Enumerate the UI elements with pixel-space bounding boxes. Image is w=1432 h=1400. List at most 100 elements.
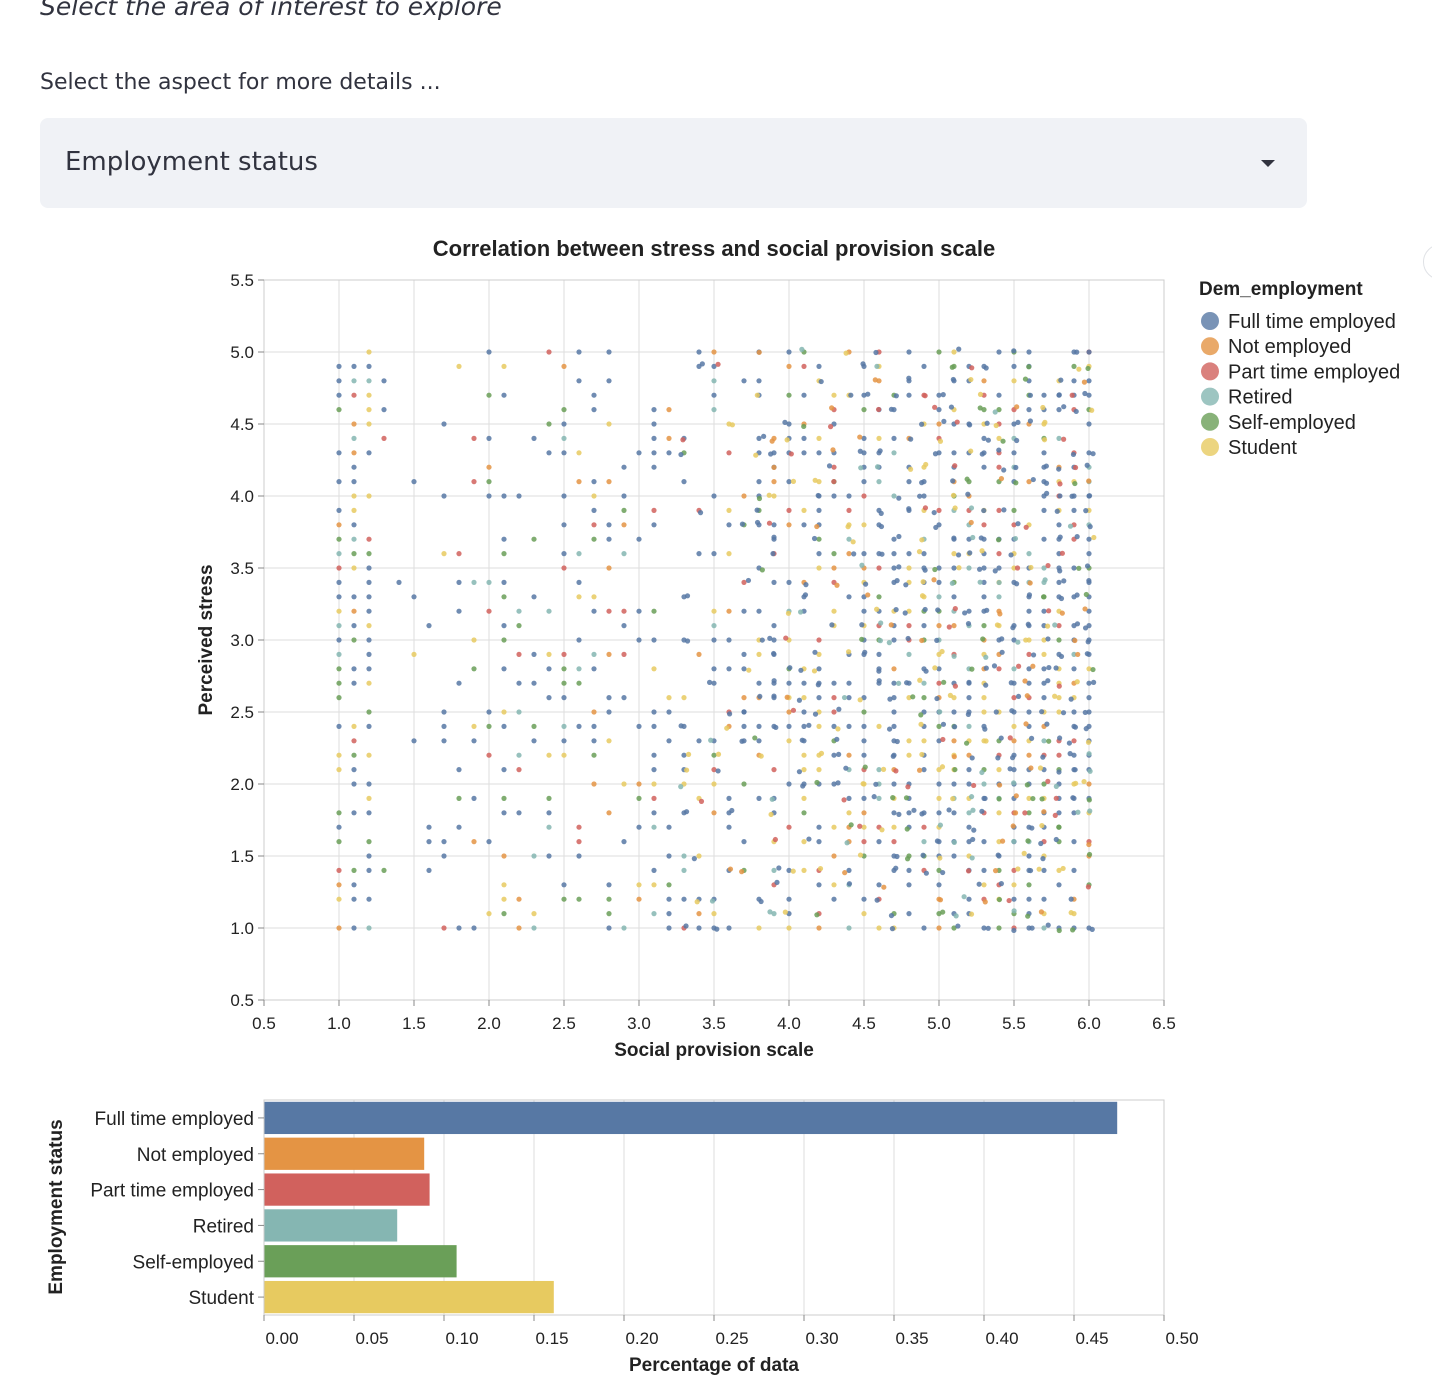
scatter-point [336,723,342,730]
scatter-point [979,548,985,554]
scatter-point [471,795,477,802]
scatter-point [995,755,1001,761]
scatter-point [351,464,357,470]
scatter-point [815,492,821,499]
scatter-point [366,493,372,499]
scatter-point [921,767,927,773]
scatter-point [1041,565,1047,571]
scatter-point [873,781,879,787]
scatter-point [861,479,867,485]
scatter-point [531,594,537,600]
scatter-point [801,435,807,441]
scatter-point [741,608,747,614]
scatter-point [366,680,372,686]
scatter-point [894,578,900,584]
scatter-point [831,551,837,557]
scatter-point [981,839,987,845]
scatter-point [351,882,357,888]
scatter-point [561,407,567,413]
scatter-point [1016,663,1022,669]
scatter-point [951,709,957,715]
aspect-select[interactable]: Employment status [40,118,1307,208]
scatter-point [1013,793,1019,799]
scatter-point [746,667,752,673]
scatter-point [996,447,1002,453]
scatter-point [936,781,942,787]
scatter-y-tick-label: 4.5 [230,415,254,434]
scatter-point [1086,841,1092,848]
scatter-point [441,925,447,931]
scatter-point [977,405,983,411]
scatter-point [366,925,372,931]
scatter-point [471,723,477,730]
select-label: Select the aspect for more details ... [40,70,441,95]
scatter-point [982,726,988,732]
scatter-point [1009,708,1015,714]
bar-category-label: Full time employed [95,1109,254,1130]
scatter-point [621,551,627,557]
scatter-point [878,523,885,530]
scatter-point [964,476,970,482]
scatter-point [336,363,342,369]
scatter-point [893,865,899,871]
scatter-point [861,738,867,744]
scatter-point [694,899,700,905]
scatter-point [861,551,867,557]
scatter-point [801,709,807,715]
scatter-point [771,867,777,874]
scatter-point [1073,780,1079,786]
scatter-point [709,898,716,904]
scatter-point [591,536,597,542]
scatter-point [1026,896,1032,902]
scatter-point [981,464,987,470]
scatter-point [546,824,552,830]
scatter-point [940,392,946,398]
scatter-point [1026,795,1032,802]
scatter-point [1086,421,1092,427]
scatter-point [516,752,522,758]
scatter-point [1056,769,1062,775]
scatter-point [783,635,789,641]
scatter-point [753,452,759,458]
scatter-point [893,768,899,774]
scatter-point [351,767,357,773]
scatter-point [985,925,991,931]
scatter-point [411,651,417,658]
scatter-point [726,608,732,614]
scatter-point [850,539,856,545]
scatter-point [891,551,897,557]
scatter-point [843,765,849,771]
scatter-point [1000,438,1006,444]
scatter-point [636,795,642,802]
scatter-point [1086,695,1092,701]
scatter-point [802,592,809,598]
scatter-point [811,535,818,542]
scatter-point [771,579,777,586]
scatter-point [919,751,925,758]
scatter-point [546,853,552,859]
scatter-point [726,507,732,513]
scatter-point [441,421,447,427]
scatter-point [351,925,357,931]
scatter-point [934,838,941,844]
scatter-point [681,752,687,758]
scatter-point [621,925,627,931]
bar-x-tick-label: 0.35 [895,1329,928,1348]
scatter-point [456,925,462,931]
scatter-point [1038,909,1045,915]
scatter-point [351,738,357,744]
scatter-point [516,680,522,686]
scatter-point [873,349,879,356]
scatter-point [711,363,717,369]
scatter-point [996,925,1002,931]
scatter-point [951,754,957,760]
scatter-point [680,437,686,443]
scatter-point [872,377,878,383]
scatter-point [911,807,917,813]
scatter-point [606,896,612,902]
legend-swatch [1201,312,1219,330]
scatter-point [879,551,885,557]
scatter-point [896,564,902,570]
scatter-point [456,767,462,773]
scatter-point [546,450,552,456]
